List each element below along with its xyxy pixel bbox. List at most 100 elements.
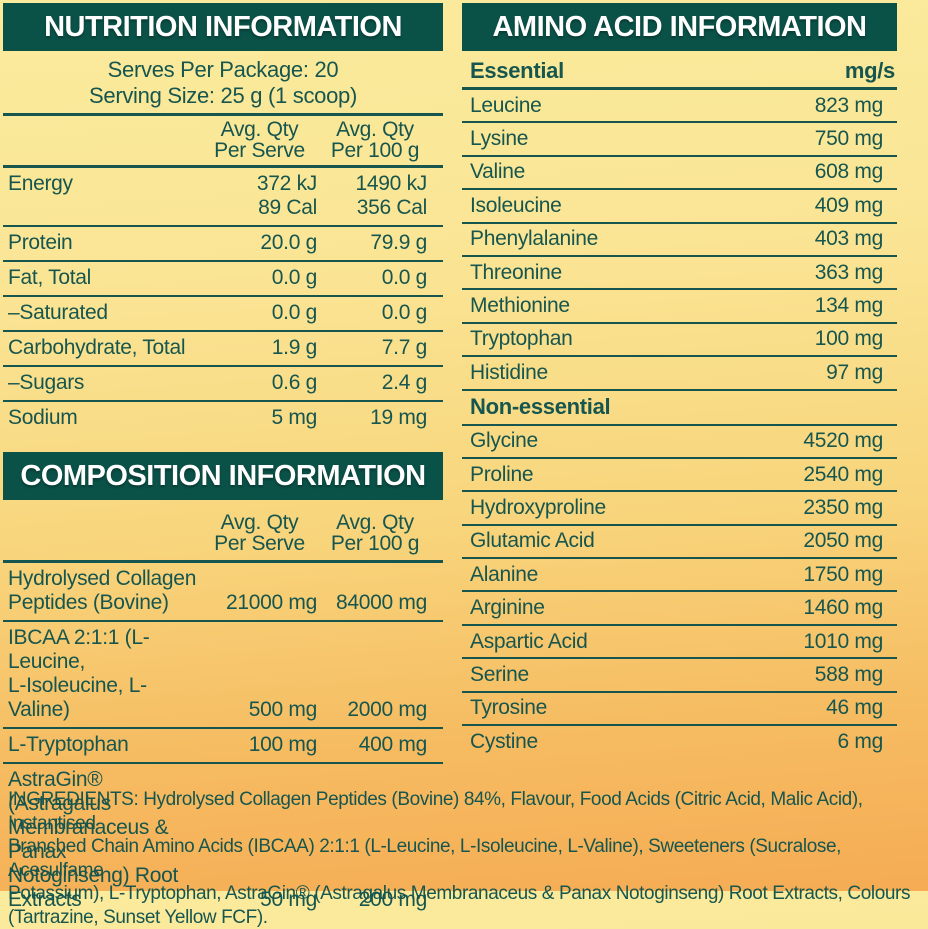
amino-name: Valine	[470, 160, 526, 184]
row-label: Protein	[8, 231, 73, 254]
list-item: Lysine 750 mg	[462, 123, 897, 157]
list-item: Proline 2540 mg	[462, 459, 897, 493]
row-label: IBCAA 2:1:1 (L-Leucine, L-Isoleucine, L-…	[8, 626, 150, 721]
amino-value: 608 mg	[814, 160, 884, 184]
amino-value: 100 mg	[814, 327, 884, 351]
essential-header-row: Essential mg/s	[462, 54, 897, 90]
row-value-serve: 100 mg	[248, 733, 318, 756]
amino-value: 1750 mg	[803, 562, 883, 586]
table-row: Carbohydrate, Total 1.9 g 7.7 g	[3, 332, 443, 367]
amino-value: 4520 mg	[803, 429, 883, 453]
table-row: IBCAA 2:1:1 (L-Leucine, L-Isoleucine, L-…	[3, 622, 443, 729]
row-label: –Sugars	[8, 371, 85, 394]
serving-size: Serving Size: 25 g (1 scoop)	[89, 83, 357, 108]
col-header-per-100g: Avg. Qty Per 100 g	[330, 511, 420, 555]
amino-value: 823 mg	[814, 93, 884, 117]
amino-value: 409 mg	[814, 193, 884, 217]
amino-name: Alanine	[470, 562, 538, 586]
amino-name: Lysine	[470, 127, 529, 151]
row-value-100g: 0.0 g	[381, 266, 428, 289]
table-row: Hydrolysed Collagen Peptides (Bovine) 21…	[3, 563, 443, 622]
amino-name: Glutamic Acid	[470, 529, 595, 553]
row-label: L-Tryptophan	[8, 733, 129, 756]
row-label: Hydrolysed Collagen Peptides (Bovine)	[8, 567, 197, 614]
amino-value: 6 mg	[837, 729, 884, 753]
row-value-100g: 2.4 g	[381, 371, 428, 394]
row-value-serve: 5 mg	[271, 406, 318, 429]
row-label: Energy	[8, 172, 73, 195]
list-item: Aspartic Acid 1010 mg	[462, 626, 897, 660]
list-item: Phenylalanine 403 mg	[462, 224, 897, 257]
amino-value: 1460 mg	[803, 596, 883, 620]
row-value-serve: 20.0 g	[260, 231, 317, 254]
amino-name: Hydroxyproline	[470, 495, 606, 519]
amino-name: Isoleucine	[470, 193, 562, 217]
row-value-100g: 2000 mg	[347, 698, 427, 721]
amino-acid-panel: AMINO ACID INFORMATION Essential mg/s Le…	[462, 3, 897, 757]
amino-value: 2540 mg	[803, 462, 883, 486]
amino-name: Glycine	[470, 429, 538, 453]
list-item: Serine 588 mg	[462, 659, 897, 693]
list-item: Tyrosine 46 mg	[462, 693, 897, 727]
table-row: Sodium 5 mg 19 mg	[3, 402, 443, 435]
col-header-per-serve: Avg. Qty Per Serve	[214, 511, 305, 555]
amino-value: 588 mg	[814, 662, 884, 686]
amino-value: 46 mg	[826, 696, 883, 720]
non-essential-header-row: Non-essential	[462, 391, 897, 426]
amino-value: 363 mg	[814, 260, 884, 284]
amino-value: 97 mg	[826, 360, 883, 384]
col-header-per-100g: Avg. Qty Per 100 g	[330, 118, 420, 162]
nutrition-title: NUTRITION INFORMATION	[44, 10, 402, 43]
amino-title: AMINO ACID INFORMATION	[492, 10, 867, 43]
amino-name: Serine	[470, 662, 529, 686]
list-item: Glutamic Acid 2050 mg	[462, 526, 897, 560]
amino-name: Cystine	[470, 729, 538, 753]
table-row: Energy 372 kJ 89 Cal 1490 kJ 356 Cal	[3, 168, 443, 227]
row-value-100g: 84000 mg	[335, 591, 427, 614]
list-item: Methionine 134 mg	[462, 290, 897, 324]
row-value-100g: 79.9 g	[370, 231, 427, 254]
amino-value: 1010 mg	[803, 629, 883, 653]
col-header-per-serve: Avg. Qty Per Serve	[214, 118, 305, 162]
amino-name: Proline	[470, 462, 534, 486]
row-value-serve: 21000 mg	[225, 591, 317, 614]
list-item: Histidine 97 mg	[462, 357, 897, 391]
amino-value: 2350 mg	[803, 495, 883, 519]
amino-name: Leucine	[470, 93, 542, 117]
essential-label: Essential	[470, 57, 564, 83]
table-row: L-Tryptophan 100 mg 400 mg	[3, 729, 443, 764]
row-label: Sodium	[8, 406, 78, 429]
composition-table-header: Avg. Qty Per Serve Avg. Qty Per 100 g	[3, 506, 443, 563]
list-item: Alanine 1750 mg	[462, 559, 897, 593]
list-item: Cystine 6 mg	[462, 726, 897, 757]
list-item: Valine 608 mg	[462, 157, 897, 191]
row-value-100g: 19 mg	[370, 406, 427, 429]
row-value-serve: 0.0 g	[271, 301, 318, 324]
row-value-serve: 0.6 g	[271, 371, 318, 394]
nutrition-table: Avg. Qty Per Serve Avg. Qty Per 100 g En…	[3, 113, 443, 435]
amino-name: Tryptophan	[470, 327, 573, 351]
row-value-100g: 7.7 g	[381, 336, 428, 359]
amino-name: Arginine	[470, 596, 545, 620]
amino-header-bar: AMINO ACID INFORMATION	[462, 3, 897, 51]
amino-name: Tyrosine	[470, 696, 547, 720]
row-value-100g: 1490 kJ 356 Cal	[355, 172, 428, 219]
list-item: Glycine 4520 mg	[462, 426, 897, 459]
amino-name: Phenylalanine	[470, 227, 599, 251]
row-value-serve: 500 mg	[248, 698, 318, 721]
nutrition-panel: NUTRITION INFORMATION Serves Per Package…	[3, 3, 443, 917]
list-item: Hydroxyproline 2350 mg	[462, 492, 897, 526]
spacer-cell	[3, 119, 202, 161]
list-item: Threonine 363 mg	[462, 257, 897, 291]
non-essential-label: Non-essential	[470, 394, 611, 420]
amino-name: Histidine	[470, 360, 548, 384]
list-item: Tryptophan 100 mg	[462, 324, 897, 358]
list-item: Arginine 1460 mg	[462, 592, 897, 626]
row-value-serve: 0.0 g	[271, 266, 318, 289]
amino-name: Methionine	[470, 294, 570, 318]
list-item: Isoleucine 409 mg	[462, 190, 897, 224]
table-row: –Saturated 0.0 g 0.0 g	[3, 297, 443, 332]
amino-value: 2050 mg	[803, 529, 883, 553]
row-value-serve: 1.9 g	[271, 336, 318, 359]
row-value-100g: 400 mg	[358, 733, 428, 756]
